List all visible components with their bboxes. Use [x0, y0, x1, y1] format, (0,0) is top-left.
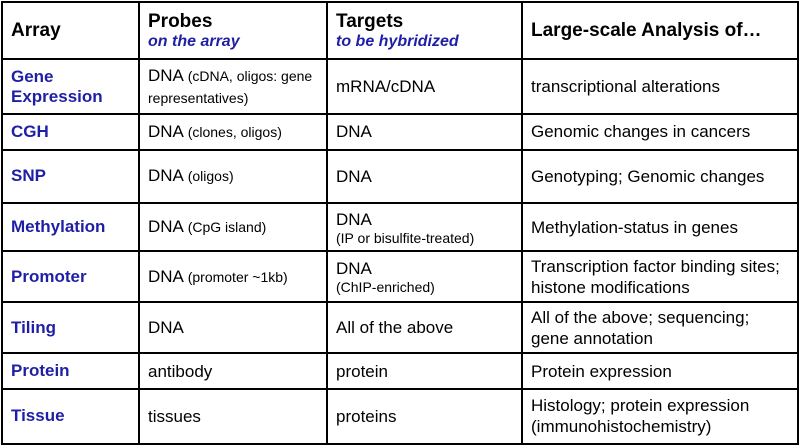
header-probes-sub: on the array — [148, 32, 240, 50]
probe-note: (cDNA, oligos: gene representatives) — [148, 67, 313, 106]
probe-cell: DNA (CpG island) — [138, 201, 328, 253]
target-cell: proteins — [326, 387, 523, 446]
probe-cell: tissues — [138, 387, 328, 446]
probe-cell: DNA (oligos) — [138, 148, 328, 204]
array-cell: Tiling — [1, 301, 140, 355]
header-probes: Probes on the array — [138, 0, 328, 61]
probe-cell: DNA (cDNA, oligos: gene representatives) — [138, 58, 328, 116]
header-targets-label: Targets — [336, 10, 404, 32]
probe-note: (promoter ~1kb) — [187, 268, 288, 285]
target-cell: DNA — [326, 148, 523, 204]
probe-text: DNA — [148, 266, 183, 286]
table-row: Gene Expression DNA (cDNA, oligos: gene … — [1, 58, 799, 116]
target-cell: DNA (ChIP-enriched) — [326, 250, 523, 304]
probe-cell: DNA (clones, oligos) — [138, 113, 328, 151]
probe-note: (CpG island) — [187, 219, 267, 236]
table-row: Promoter DNA (promoter ~1kb) DNA (ChIP-en… — [1, 250, 799, 304]
array-cell: Tissue — [1, 387, 140, 446]
table-row: Tissue tissues proteins Histology; prote… — [1, 387, 799, 446]
array-cell: Gene Expression — [1, 58, 140, 116]
header-array-label: Array — [11, 20, 61, 42]
analysis-cell: Methylation-status in genes — [521, 201, 799, 253]
analysis-cell: Genomic changes in cancers — [521, 113, 799, 151]
target-text: DNA — [336, 259, 372, 279]
probe-text: DNA — [148, 65, 183, 85]
target-text: mRNA/cDNA — [336, 77, 436, 97]
header-analysis: Large-scale Analysis of… — [521, 0, 799, 61]
table-row: SNP DNA (oligos) DNA Genotyping; Genomic… — [1, 148, 799, 204]
target-cell: All of the above — [326, 301, 523, 355]
target-cell: DNA (IP or bisulfite-treated) — [326, 201, 523, 253]
probe-cell: antibody — [138, 352, 328, 390]
probe-text: tissues — [148, 406, 201, 426]
analysis-cell: Transcription factor binding sites; hist… — [521, 250, 799, 304]
analysis-cell: Protein expression — [521, 352, 799, 390]
array-cell: Protein — [1, 352, 140, 390]
target-text: protein — [336, 361, 388, 381]
probe-text: DNA — [148, 318, 184, 338]
target-text: DNA — [336, 166, 372, 186]
array-cell: Methylation — [1, 201, 140, 253]
header-analysis-label: Large-scale Analysis of… — [531, 20, 762, 42]
array-cell: Promoter — [1, 250, 140, 304]
array-cell: CGH — [1, 113, 140, 151]
array-cell: SNP — [1, 148, 140, 204]
probe-note: (oligos) — [187, 168, 234, 185]
header-row: Array Probes on the array Targets to be … — [1, 0, 799, 61]
header-probes-label: Probes — [148, 10, 213, 32]
target-cell: mRNA/cDNA — [326, 58, 523, 116]
probe-cell: DNA — [138, 301, 328, 355]
probe-note: (clones, oligos) — [187, 123, 282, 140]
table-row: Protein antibody protein Protein express… — [1, 352, 799, 390]
target-note: (ChIP-enriched) — [336, 279, 435, 296]
analysis-cell: transcriptional alterations — [521, 58, 799, 116]
table-row: Methylation DNA (CpG island) DNA (IP or b… — [1, 201, 799, 253]
target-text: All of the above — [336, 318, 454, 338]
target-text: DNA — [336, 122, 372, 142]
probe-text: DNA — [148, 166, 183, 186]
target-text: DNA — [336, 209, 372, 229]
probe-cell: DNA (promoter ~1kb) — [138, 250, 328, 304]
analysis-cell: All of the above; sequencing; gene annot… — [521, 301, 799, 355]
header-array: Array — [1, 0, 140, 61]
analysis-cell: Histology; protein expression (immunohis… — [521, 387, 799, 446]
target-note: (IP or bisulfite-treated) — [336, 229, 475, 246]
probe-text: antibody — [148, 361, 213, 381]
table-row: Tiling DNA All of the above All of the a… — [1, 301, 799, 355]
header-targets: Targets to be hybridized — [326, 0, 523, 61]
target-cell: DNA — [326, 113, 523, 151]
analysis-cell: Genotyping; Genomic changes — [521, 148, 799, 204]
probe-text: DNA — [148, 217, 183, 237]
target-cell: protein — [326, 352, 523, 390]
target-text: proteins — [336, 406, 397, 426]
probe-text: DNA — [148, 121, 183, 141]
table-row: CGH DNA (clones, oligos) DNA Genomic cha… — [1, 113, 799, 151]
header-targets-sub: to be hybridized — [336, 32, 459, 50]
